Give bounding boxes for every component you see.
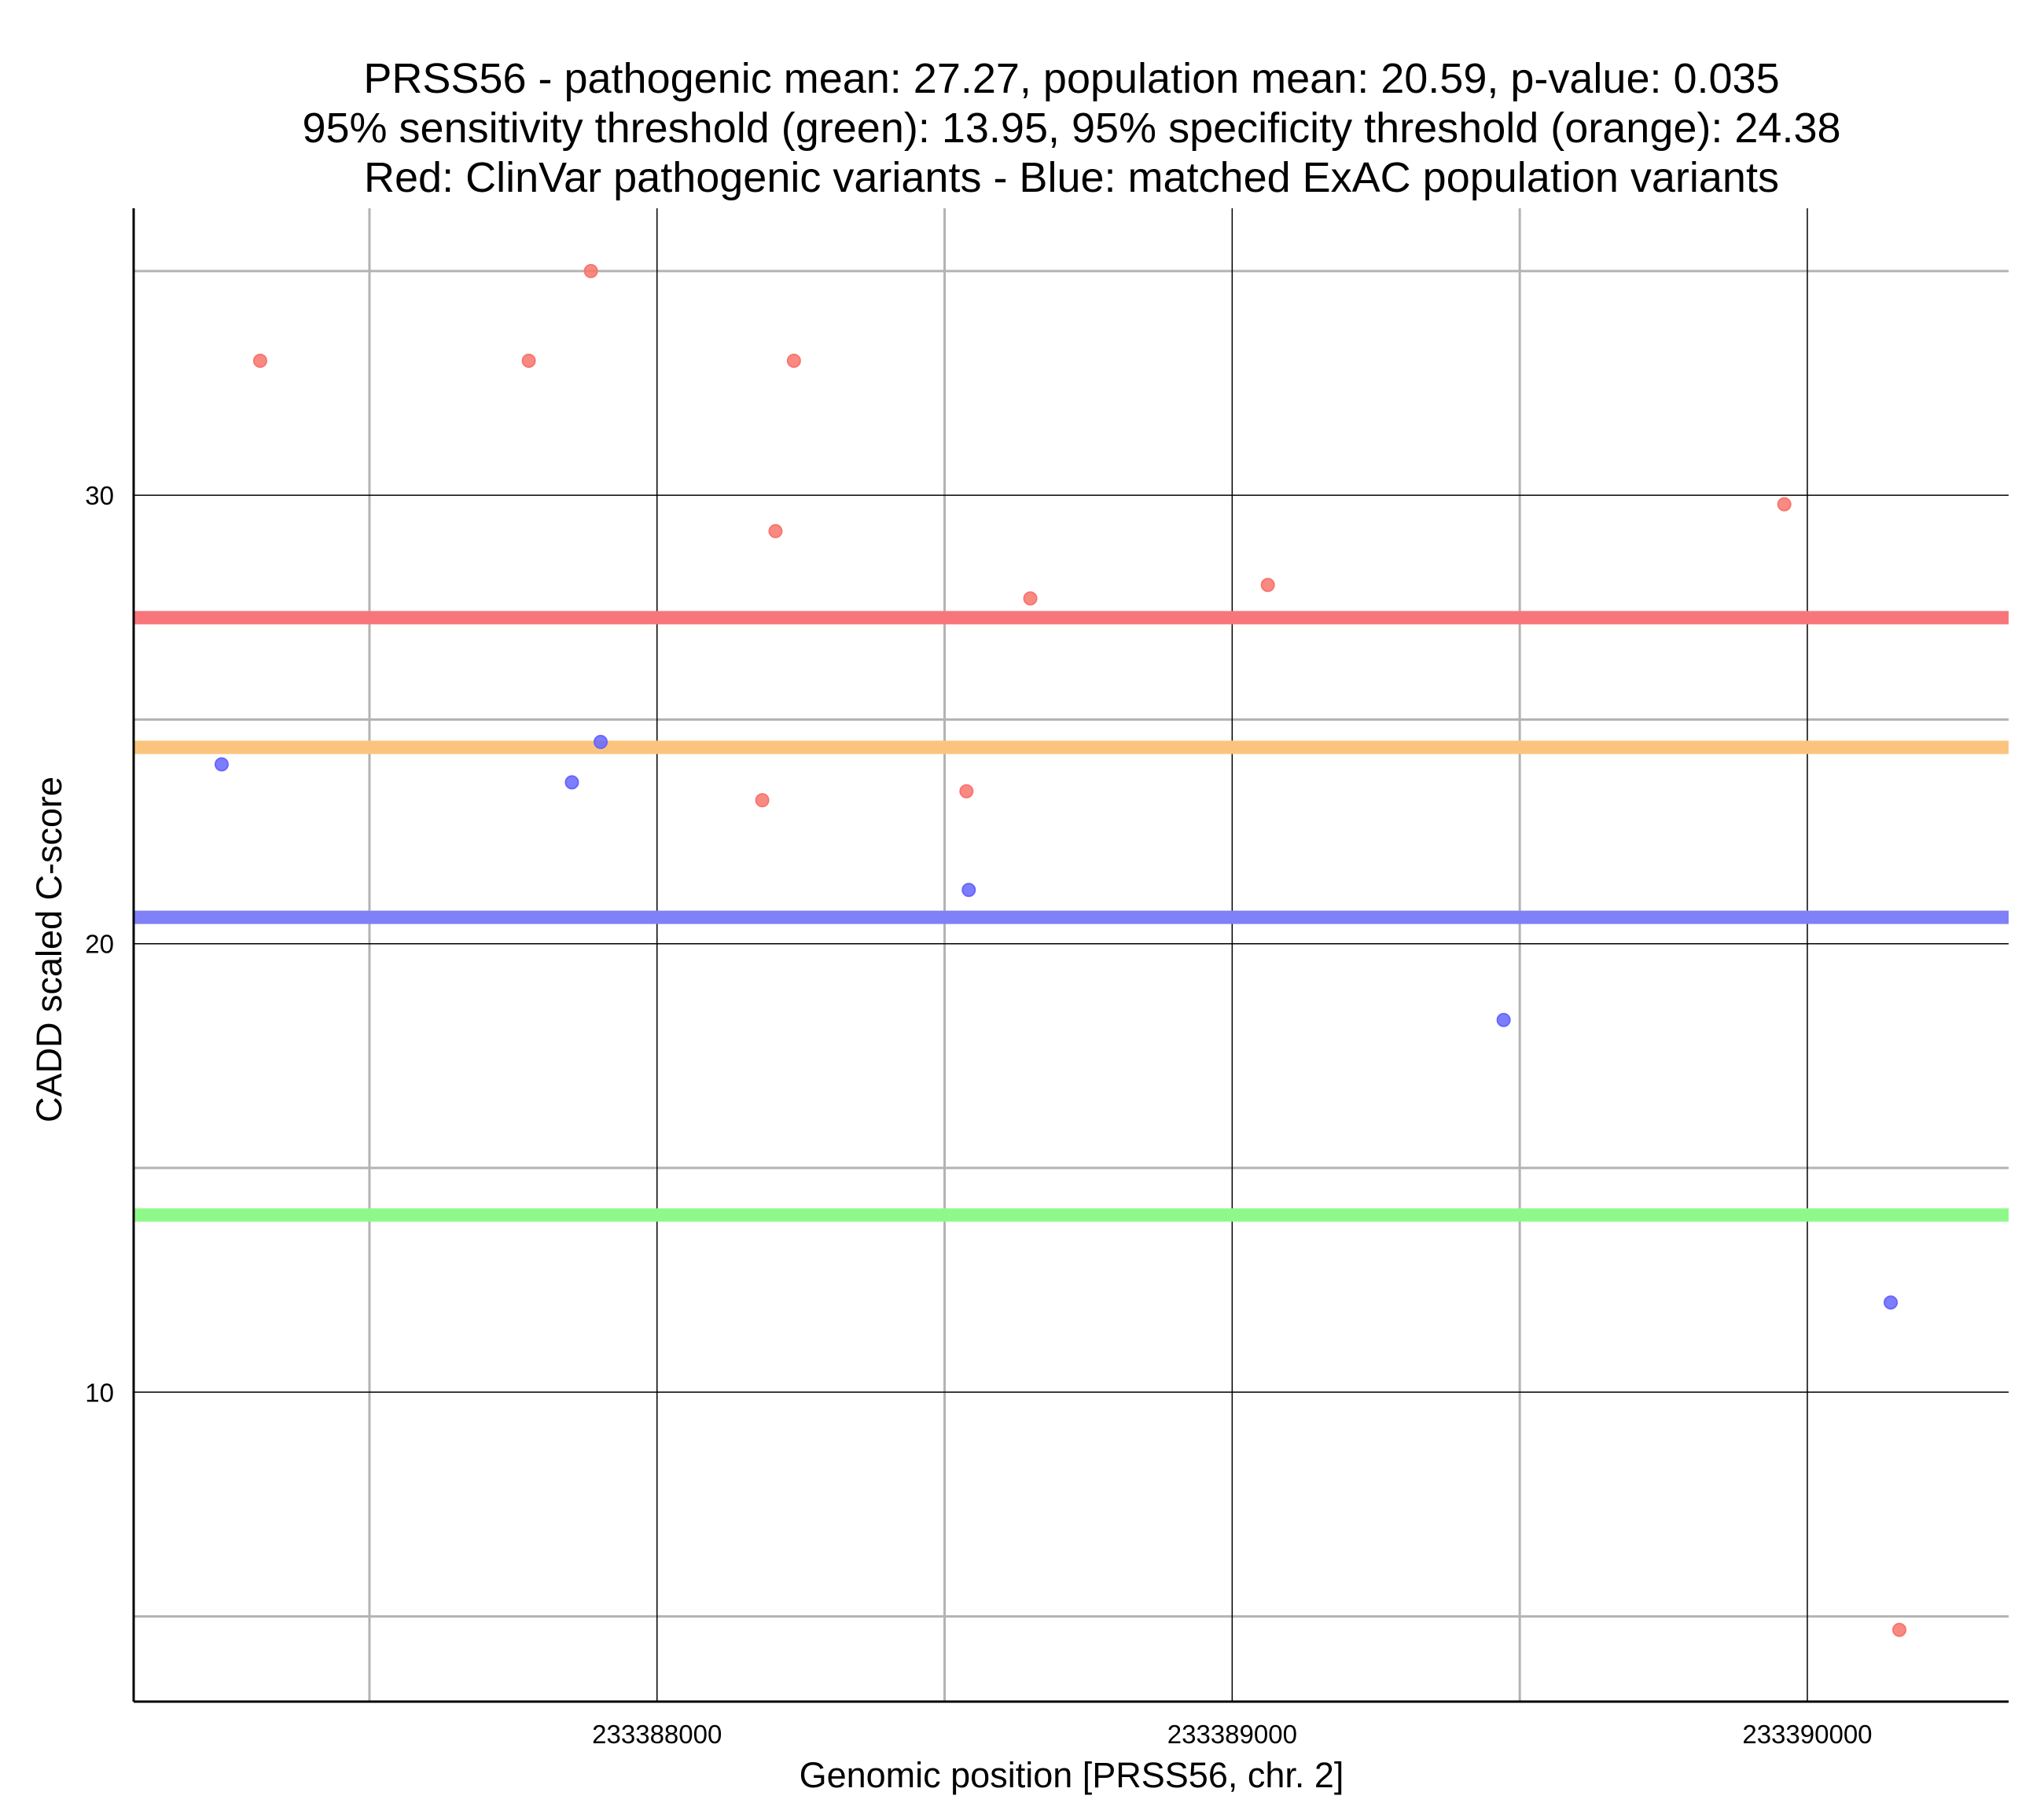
y-tick-label-0: 10: [85, 1378, 114, 1407]
chart-title: PRSS56 - pathogenic mean: 27.27, populat…: [302, 55, 1840, 201]
x-axis-title: Genomic position [PRSS56, chr. 2]: [800, 1755, 1344, 1795]
series-0-point-0: [252, 353, 267, 368]
series-0-point-6: [1260, 578, 1275, 593]
x-tick-label-2: 233390000: [1742, 1720, 1872, 1749]
x-tick-label-0: 233388000: [592, 1720, 722, 1749]
series-0-point-2: [583, 263, 598, 278]
x-tick-label-1: 233389000: [1167, 1720, 1297, 1749]
series-0-point-8: [755, 793, 770, 808]
series-0-point-5: [1023, 591, 1038, 606]
tick-labels: 233388000 233389000 233390000 10 20 30: [85, 481, 1872, 1749]
grid: [134, 208, 2009, 1702]
series-1-point-0: [214, 757, 229, 772]
title-line-3: Red: ClinVar pathogenic variants - Blue:…: [364, 154, 1779, 201]
series-1-point-3: [961, 883, 976, 898]
series-0-point-4: [768, 523, 783, 538]
series-0-point-3: [786, 353, 801, 368]
y-axis-title: CADD scaled C-score: [29, 777, 69, 1122]
series-1-point-5: [1884, 1295, 1899, 1310]
data-points: [214, 263, 1906, 1637]
title-line-1: PRSS56 - pathogenic mean: 27.27, populat…: [363, 55, 1779, 102]
y-tick-label-1: 20: [85, 930, 114, 959]
series-0-point-9: [959, 784, 974, 799]
y-tick-label-2: 30: [85, 481, 114, 510]
series-1-point-2: [594, 734, 608, 749]
series-0-point-7: [1777, 497, 1792, 512]
series-0-point-10: [1891, 1622, 1906, 1637]
series-0-point-1: [521, 353, 536, 368]
series-1-point-1: [564, 775, 579, 790]
series-1-point-4: [1496, 1012, 1511, 1027]
reference-lines: [134, 611, 2009, 1222]
title-line-2: 95% sensitivity threshold (green): 13.95…: [302, 105, 1840, 152]
axes: [132, 208, 2009, 1703]
